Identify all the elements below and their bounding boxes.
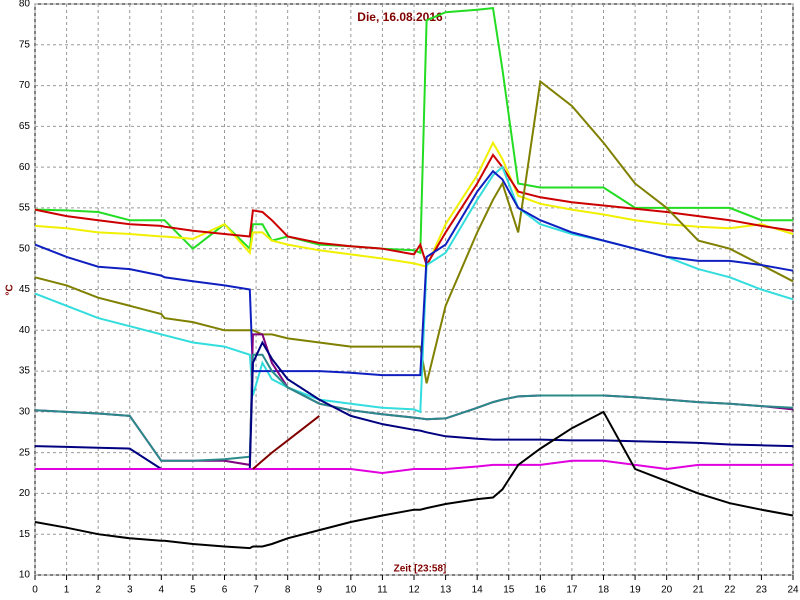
- y-tick-label: 75: [19, 39, 31, 50]
- series-line: [34, 153, 794, 268]
- y-tick-label: 15: [19, 529, 31, 540]
- y-tick-label: 40: [19, 325, 31, 336]
- x-tick-label: 10: [345, 585, 357, 596]
- x-tick-label: 15: [503, 585, 515, 596]
- x-tick-label: 9: [316, 585, 322, 596]
- x-tick-label: 1: [64, 585, 70, 596]
- series-line: [35, 459, 793, 475]
- x-axis-label: Zeit [23:58]: [394, 564, 447, 575]
- y-tick-label: 60: [19, 162, 31, 173]
- series-line: [34, 7, 793, 255]
- series-line: [34, 140, 794, 268]
- x-tick-label: 12: [408, 585, 420, 596]
- x-tick-label: 19: [630, 585, 642, 596]
- y-tick-label: 25: [19, 447, 31, 458]
- x-tick-label: 16: [535, 585, 547, 596]
- x-tick-label: 22: [724, 585, 736, 596]
- y-tick-label: 70: [19, 80, 31, 91]
- x-tick-label: 5: [190, 585, 196, 596]
- y-tick-label: 20: [19, 488, 31, 499]
- y-tick-label: 10: [19, 570, 31, 581]
- x-tick-label: 24: [787, 585, 799, 596]
- y-axis-label: °C: [5, 284, 16, 295]
- x-tick-label: 17: [566, 585, 578, 596]
- y-tick-label: 80: [19, 0, 31, 10]
- series-line: [34, 79, 794, 384]
- x-tick-label: 11: [377, 585, 388, 596]
- x-tick-label: 6: [222, 585, 228, 596]
- x-tick-label: 8: [285, 585, 291, 596]
- y-tick-label: 65: [19, 121, 31, 132]
- y-tick-label: 30: [19, 406, 31, 417]
- series-line: [34, 410, 794, 550]
- x-tick-label: 3: [127, 585, 133, 596]
- x-tick-label: 18: [598, 585, 610, 596]
- x-tick-label: 21: [693, 585, 705, 596]
- series-line: [34, 353, 794, 462]
- x-tick-label: 4: [159, 585, 165, 596]
- y-tick-label: 55: [19, 203, 31, 214]
- y-tick-label: 35: [19, 366, 31, 377]
- series-line: [252, 415, 320, 470]
- x-tick-label: 2: [95, 585, 101, 596]
- x-tick-label: 23: [756, 585, 768, 596]
- y-tick-label: 50: [19, 243, 31, 254]
- y-tick-label: 45: [19, 284, 31, 295]
- x-tick-label: 7: [253, 585, 259, 596]
- x-tick-label: 13: [440, 585, 452, 596]
- x-tick-label: 0: [32, 585, 38, 596]
- series-line: [34, 169, 794, 377]
- x-tick-label: 20: [661, 585, 673, 596]
- x-tick-label: 14: [472, 585, 484, 596]
- chart-title: Die, 16.08.2016: [357, 10, 443, 24]
